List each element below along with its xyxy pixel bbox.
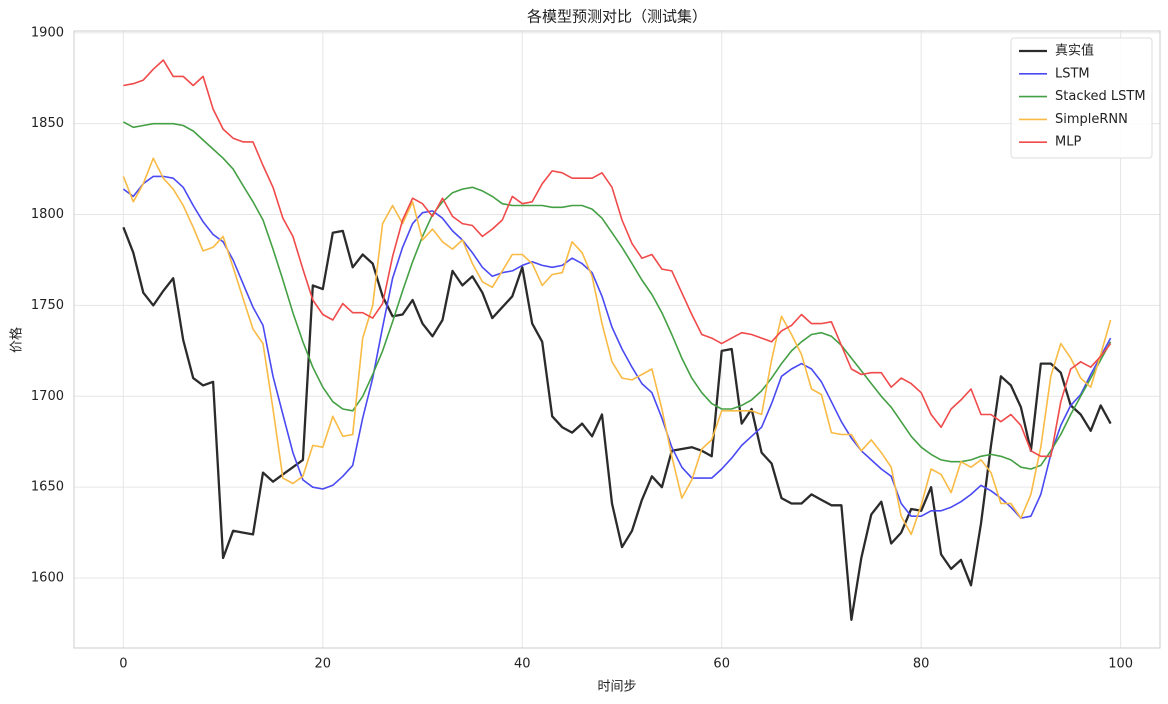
x-tick-label: 60 <box>713 657 730 672</box>
series-line <box>123 121 1112 470</box>
y-tick-label: 1750 <box>31 298 64 313</box>
y-tick-label: 1650 <box>31 480 64 495</box>
x-tick-label: 20 <box>315 657 332 672</box>
y-tick-label: 1900 <box>31 25 64 40</box>
series-line <box>122 157 1112 536</box>
legend-box <box>1010 37 1153 159</box>
x-tick-label: 100 <box>1108 657 1133 672</box>
y-axis-label: 价格 <box>9 327 25 353</box>
legend-label: LSTM <box>1055 66 1090 81</box>
legend-label: 真实值 <box>1055 43 1094 59</box>
chart-title: 各模型预测对比（测试集） <box>527 8 707 26</box>
y-tick-label: 1800 <box>31 207 64 222</box>
legend-label: Stacked LSTM <box>1055 89 1146 104</box>
legend: 真实值 LSTM Stacked LSTM SimpleRNN MLP <box>1010 37 1153 159</box>
y-tick-label: 1850 <box>31 116 64 131</box>
legend-label: MLP <box>1055 135 1081 150</box>
y-tick-label: 1700 <box>31 389 64 404</box>
y-tick-label: 1600 <box>31 571 64 586</box>
x-tick-label: 0 <box>119 657 127 672</box>
x-axis-label: 时间步 <box>597 680 636 695</box>
series-line <box>122 175 1112 519</box>
plot-frame <box>73 30 1161 649</box>
x-tick-label: 80 <box>913 657 930 672</box>
series-line <box>122 226 1112 621</box>
legend-label: SimpleRNN <box>1055 112 1128 127</box>
series-line <box>123 59 1112 458</box>
x-tick-label: 40 <box>514 657 531 672</box>
